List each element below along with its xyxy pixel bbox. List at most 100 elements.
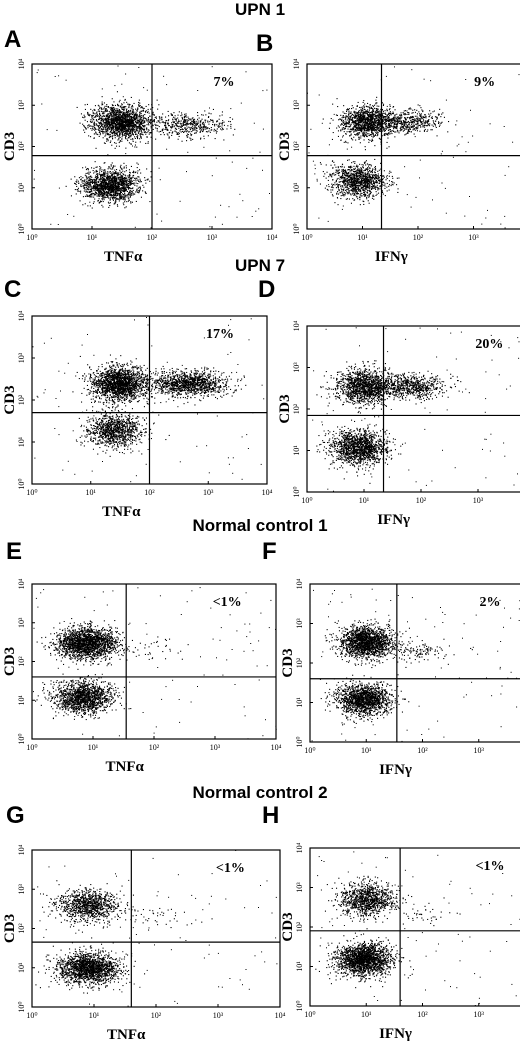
event-dot <box>114 118 115 119</box>
event-dot <box>355 118 356 119</box>
event-dot <box>226 128 227 129</box>
event-dot <box>371 128 372 129</box>
event-dot <box>355 131 356 132</box>
event-dot <box>342 117 343 118</box>
event-dot <box>104 193 105 194</box>
quadrant-percentage: 7% <box>214 75 235 90</box>
event-dot <box>98 186 99 187</box>
event-dot <box>87 188 88 189</box>
event-dot <box>98 193 99 194</box>
event-dot <box>229 150 230 151</box>
event-dot <box>130 197 131 198</box>
event-dot <box>120 173 121 174</box>
event-dot <box>147 90 148 91</box>
event-dot <box>141 197 142 198</box>
event-dot <box>112 118 113 119</box>
event-dot <box>128 201 129 202</box>
event-dot <box>183 125 184 126</box>
event-dot <box>101 109 102 110</box>
event-dot <box>383 113 384 114</box>
event-dot <box>117 189 118 190</box>
event-dot <box>113 189 114 190</box>
event-dot <box>99 179 100 180</box>
event-dot <box>132 139 133 140</box>
event-dot <box>101 119 102 120</box>
event-dot <box>369 119 370 120</box>
event-dot <box>126 181 127 182</box>
event-dot <box>193 124 194 125</box>
event-dot <box>136 178 137 179</box>
event-dot <box>147 120 148 121</box>
event-dot <box>99 168 100 169</box>
event-dot <box>208 130 209 131</box>
event-dot <box>364 107 365 108</box>
event-dot <box>130 196 131 197</box>
event-dot <box>229 206 230 207</box>
event-dot <box>369 108 370 109</box>
event-dot <box>96 132 97 133</box>
event-dot <box>100 179 101 180</box>
event-dot <box>112 108 113 109</box>
event-dot <box>119 136 120 137</box>
event-dot <box>113 112 114 113</box>
event-dot <box>129 175 130 176</box>
event-dot <box>252 158 253 159</box>
event-dot <box>145 180 146 181</box>
event-dot <box>137 167 138 168</box>
event-dot <box>132 191 133 192</box>
event-dot <box>220 205 221 206</box>
event-dot <box>349 126 350 127</box>
event-dot <box>368 142 369 143</box>
event-dot <box>102 186 103 187</box>
event-dot <box>87 182 88 183</box>
event-dot <box>124 167 125 168</box>
event-dot <box>209 113 210 114</box>
event-dot <box>178 128 179 129</box>
event-dot <box>108 189 109 190</box>
event-dot <box>367 128 368 129</box>
event-dot <box>120 110 121 111</box>
event-dot <box>342 129 343 130</box>
event-dot <box>85 203 86 204</box>
event-dot <box>116 129 117 130</box>
event-dot <box>108 184 109 185</box>
event-dot <box>83 186 84 187</box>
event-dot <box>196 123 197 124</box>
event-dot <box>117 204 118 205</box>
event-dot <box>363 112 364 113</box>
panel-letter-g: G <box>6 802 25 830</box>
event-dot <box>177 122 178 123</box>
event-dot <box>186 113 187 114</box>
event-dot <box>129 105 130 106</box>
event-dot <box>126 170 127 171</box>
event-dot <box>120 192 121 193</box>
event-dot <box>66 186 67 187</box>
event-dot <box>133 175 134 176</box>
event-dot <box>126 167 127 168</box>
event-dot <box>76 179 77 180</box>
event-dot <box>99 196 100 197</box>
event-dot <box>89 126 90 127</box>
event-dot <box>114 173 115 174</box>
event-dot <box>375 112 376 113</box>
event-dot <box>114 109 115 110</box>
event-dot <box>121 198 122 199</box>
event-dot <box>84 185 85 186</box>
event-dot <box>389 146 390 147</box>
event-dot <box>87 112 88 113</box>
event-dot <box>355 116 356 117</box>
event-dot <box>106 104 107 105</box>
event-dot <box>99 108 100 109</box>
event-dot <box>170 126 171 127</box>
event-dot <box>145 143 146 144</box>
event-dot <box>120 126 121 127</box>
event-dot <box>134 178 135 179</box>
event-dot <box>115 186 116 187</box>
event-dot <box>123 163 124 164</box>
event-dot <box>117 177 118 178</box>
event-dot <box>131 121 132 122</box>
event-dot <box>140 188 141 189</box>
event-dot <box>111 195 112 196</box>
event-dot <box>109 190 110 191</box>
event-dot <box>126 201 127 202</box>
